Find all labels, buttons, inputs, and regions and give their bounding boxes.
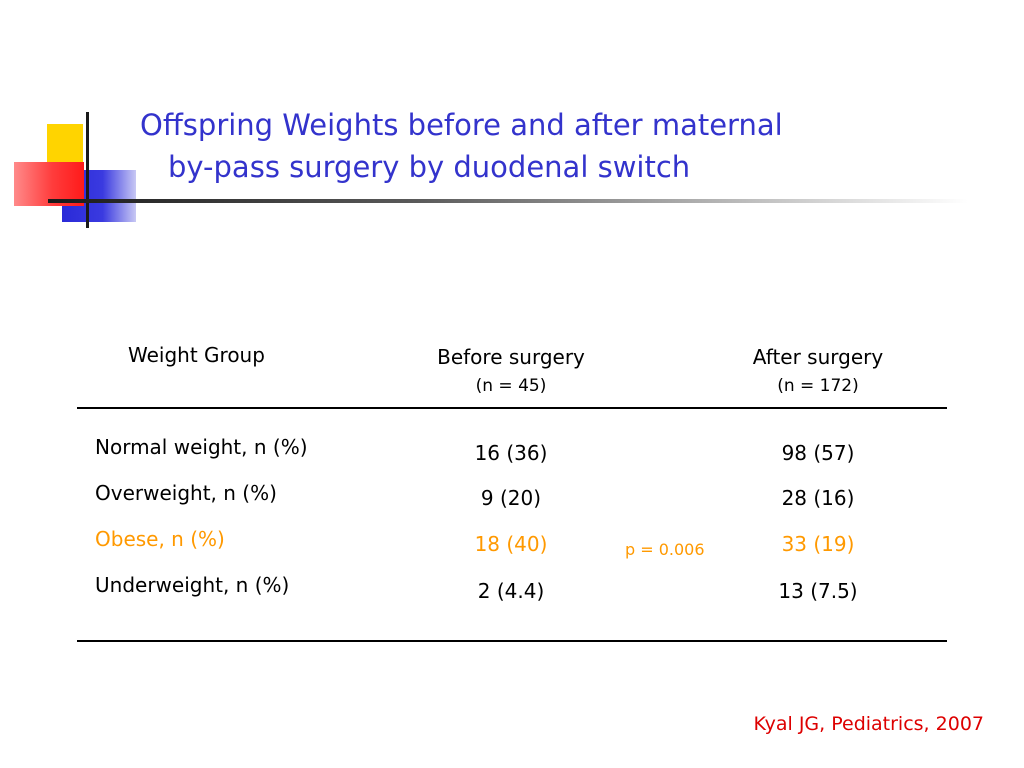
row-label-overweight: Overweight, n (%) <box>95 481 277 505</box>
header-after-surgery: After surgery <box>752 345 884 369</box>
decor-yellow-square <box>47 124 83 164</box>
row-label-obese: Obese, n (%) <box>95 527 225 551</box>
row-after-obese: 33 (19) <box>781 532 855 556</box>
row-label-underweight: Underweight, n (%) <box>95 573 290 597</box>
table-bottom-rule <box>77 640 947 642</box>
slide-title: Offspring Weights before and after mater… <box>140 104 940 188</box>
row-after-overweight: 28 (16) <box>781 486 855 510</box>
header-weight-group: Weight Group <box>128 343 265 367</box>
row-before-obese: 18 (40) <box>474 532 548 556</box>
row-label-normal: Normal weight, n (%) <box>95 435 308 459</box>
row-after-underweight: 13 (7.5) <box>778 579 858 603</box>
citation: Kyal JG, Pediatrics, 2007 <box>753 713 984 735</box>
row-before-overweight: 9 (20) <box>480 486 542 510</box>
header-before-n: (n = 45) <box>475 376 547 396</box>
title-underline <box>48 199 968 203</box>
slide-title-line1: Offspring Weights before and after mater… <box>140 108 783 142</box>
p-value-label: p = 0.006 <box>625 540 705 559</box>
decor-vertical-line <box>86 112 89 228</box>
decor-red-square <box>14 162 84 206</box>
row-before-normal: 16 (36) <box>474 441 548 465</box>
slide-title-line2: by-pass surgery by duodenal switch <box>168 150 691 184</box>
table-top-rule <box>77 407 947 409</box>
header-before-surgery: Before surgery <box>437 345 585 369</box>
header-after-n: (n = 172) <box>777 376 859 396</box>
row-after-normal: 98 (57) <box>781 441 855 465</box>
row-before-underweight: 2 (4.4) <box>477 579 545 603</box>
